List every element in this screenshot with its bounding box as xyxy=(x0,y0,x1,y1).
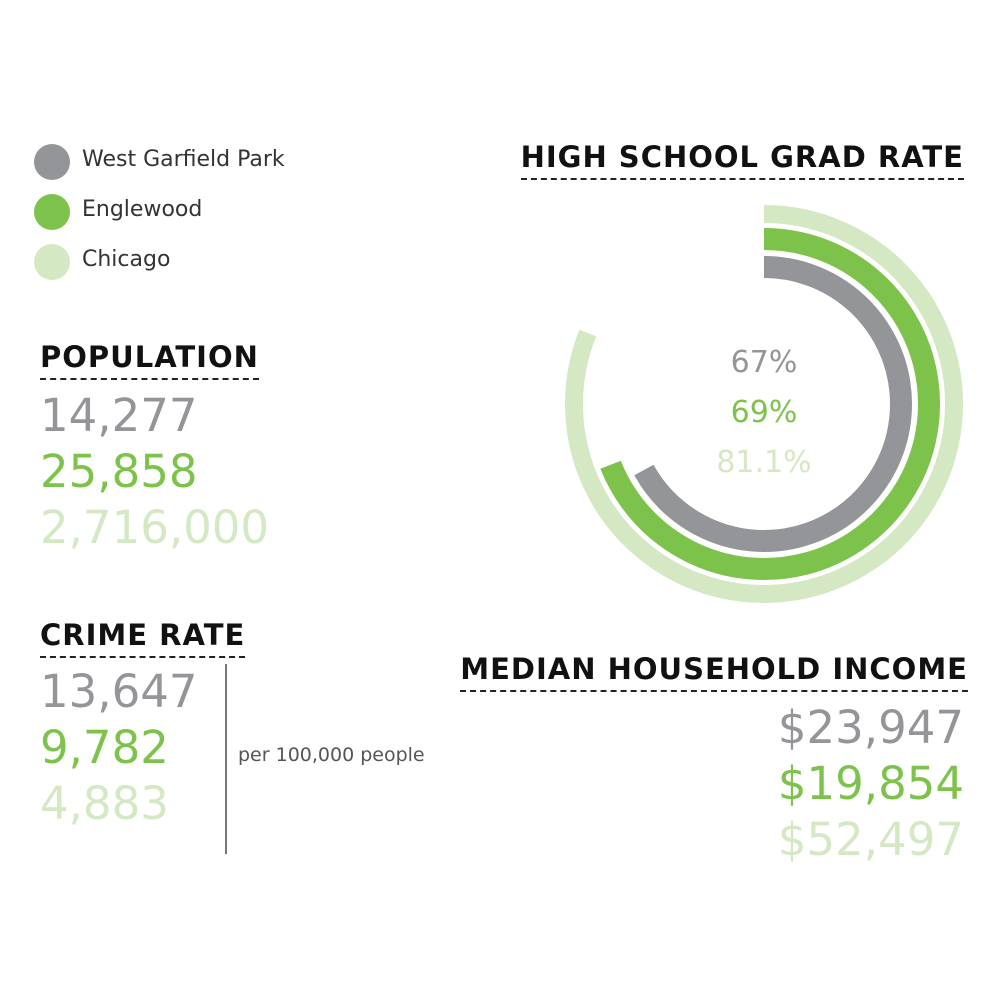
legend-swatch xyxy=(34,144,70,180)
legend-swatch xyxy=(34,244,70,280)
legend-label: Chicago xyxy=(82,247,171,272)
crime-unit-label: per 100,000 people xyxy=(238,744,425,766)
population-value-west-garfield-park: 14,277 xyxy=(40,389,198,442)
crime-value-west-garfield-park: 13,647 xyxy=(40,665,198,718)
population-values: 14,277 25,858 2,716,000 xyxy=(40,388,269,556)
crime-divider xyxy=(225,664,227,854)
grad-rate-heading: HIGH SCHOOL GRAD RATE xyxy=(520,140,964,180)
income-value-chicago: $52,497 xyxy=(777,813,964,866)
income-values: $23,947 $19,854 $52,497 xyxy=(778,700,964,868)
grad-rate-arc-englewood xyxy=(600,228,940,580)
crime-value-chicago: 4,883 xyxy=(40,777,169,830)
crime-rate-values: 13,647 9,782 4,883 xyxy=(40,664,197,832)
legend-swatch xyxy=(34,194,70,230)
grad-rate-label-chicago: 81.1% xyxy=(716,445,811,480)
grad-rate-label-west-garfield-park: 67% xyxy=(731,345,798,380)
grad-rate-arc-chicago xyxy=(565,205,963,603)
crime-rate-heading: CRIME RATE xyxy=(40,618,246,658)
legend-label: Englewood xyxy=(82,197,203,222)
population-heading: POPULATION xyxy=(40,340,259,380)
grad-rate-label-englewood: 69% xyxy=(731,395,798,430)
crime-value-englewood: 9,782 xyxy=(40,721,169,774)
income-heading: MEDIAN HOUSEHOLD INCOME xyxy=(460,652,968,692)
grad-rate-arc-west-garfield-park xyxy=(634,256,912,552)
legend-label: West Garfield Park xyxy=(82,147,285,172)
income-value-west-garfield-park: $23,947 xyxy=(777,701,964,754)
population-value-chicago: 2,716,000 xyxy=(40,501,270,554)
population-value-englewood: 25,858 xyxy=(40,445,198,498)
income-value-englewood: $19,854 xyxy=(777,757,964,810)
